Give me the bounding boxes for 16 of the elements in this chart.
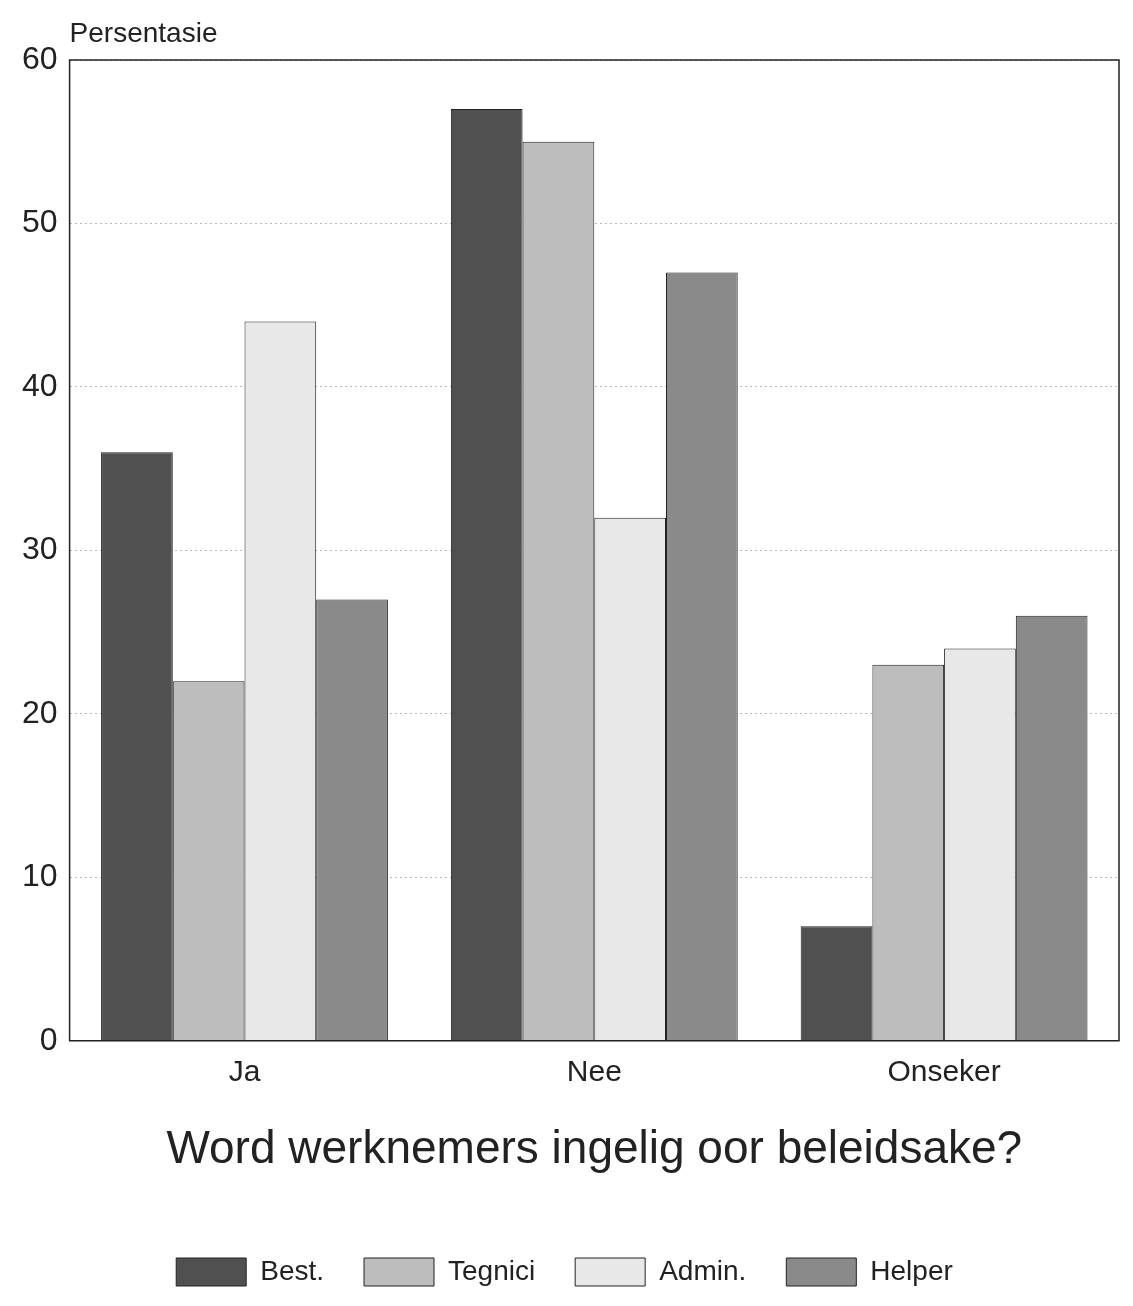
y-axis-title: Persentasie — [69, 16, 218, 48]
x-tick-label: Ja — [228, 1054, 261, 1088]
legend-label: Admin. — [659, 1254, 747, 1286]
x-axis-title: Word werknemers ingelig oor beleidsake? — [166, 1121, 1023, 1174]
x-tick-label: Onseker — [887, 1054, 1001, 1088]
legend-label: Helper — [870, 1254, 953, 1286]
x-tick-label: Nee — [566, 1054, 622, 1088]
y-tick-label: 60 — [22, 39, 58, 76]
legend-label: Tegnici — [448, 1254, 536, 1286]
y-tick-label: 40 — [22, 366, 58, 403]
y-tick-label: 30 — [22, 530, 58, 567]
legend-label: Best. — [260, 1254, 325, 1286]
y-tick-label: 10 — [22, 857, 58, 894]
y-tick-label: 20 — [22, 693, 58, 730]
y-tick-label: 0 — [39, 1020, 58, 1057]
y-tick-label: 50 — [22, 203, 58, 240]
